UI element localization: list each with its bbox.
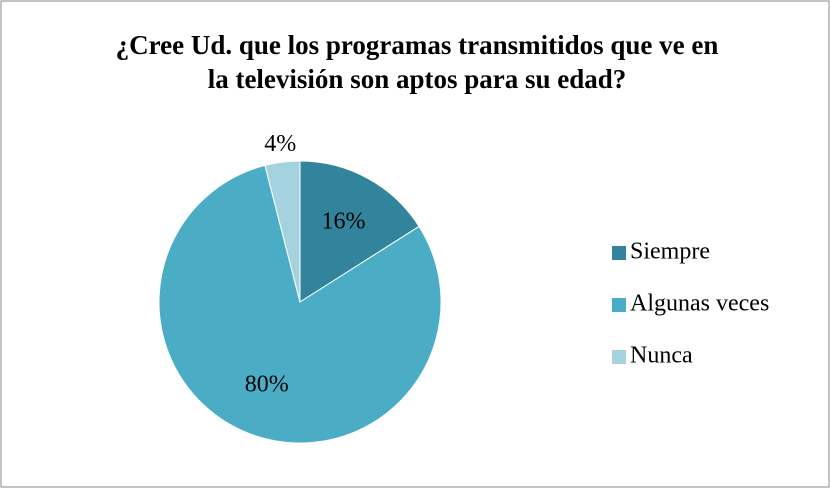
legend-swatch bbox=[612, 350, 626, 364]
legend-swatch bbox=[612, 246, 626, 260]
legend-label: Nunca bbox=[630, 343, 693, 369]
pie-slice bbox=[158, 164, 442, 444]
data-label: 4% bbox=[264, 131, 296, 157]
pie-slice bbox=[264, 160, 301, 303]
chart-title: ¿Cree Ud. que los programas transmitidos… bbox=[115, 30, 719, 94]
legend-label: Siempre bbox=[630, 239, 710, 265]
data-label: 16% bbox=[321, 208, 365, 234]
legend-swatch bbox=[612, 298, 626, 312]
data-label: 80% bbox=[245, 371, 289, 397]
pie-slice bbox=[299, 160, 420, 303]
legend-label: Algunas veces bbox=[630, 291, 769, 317]
